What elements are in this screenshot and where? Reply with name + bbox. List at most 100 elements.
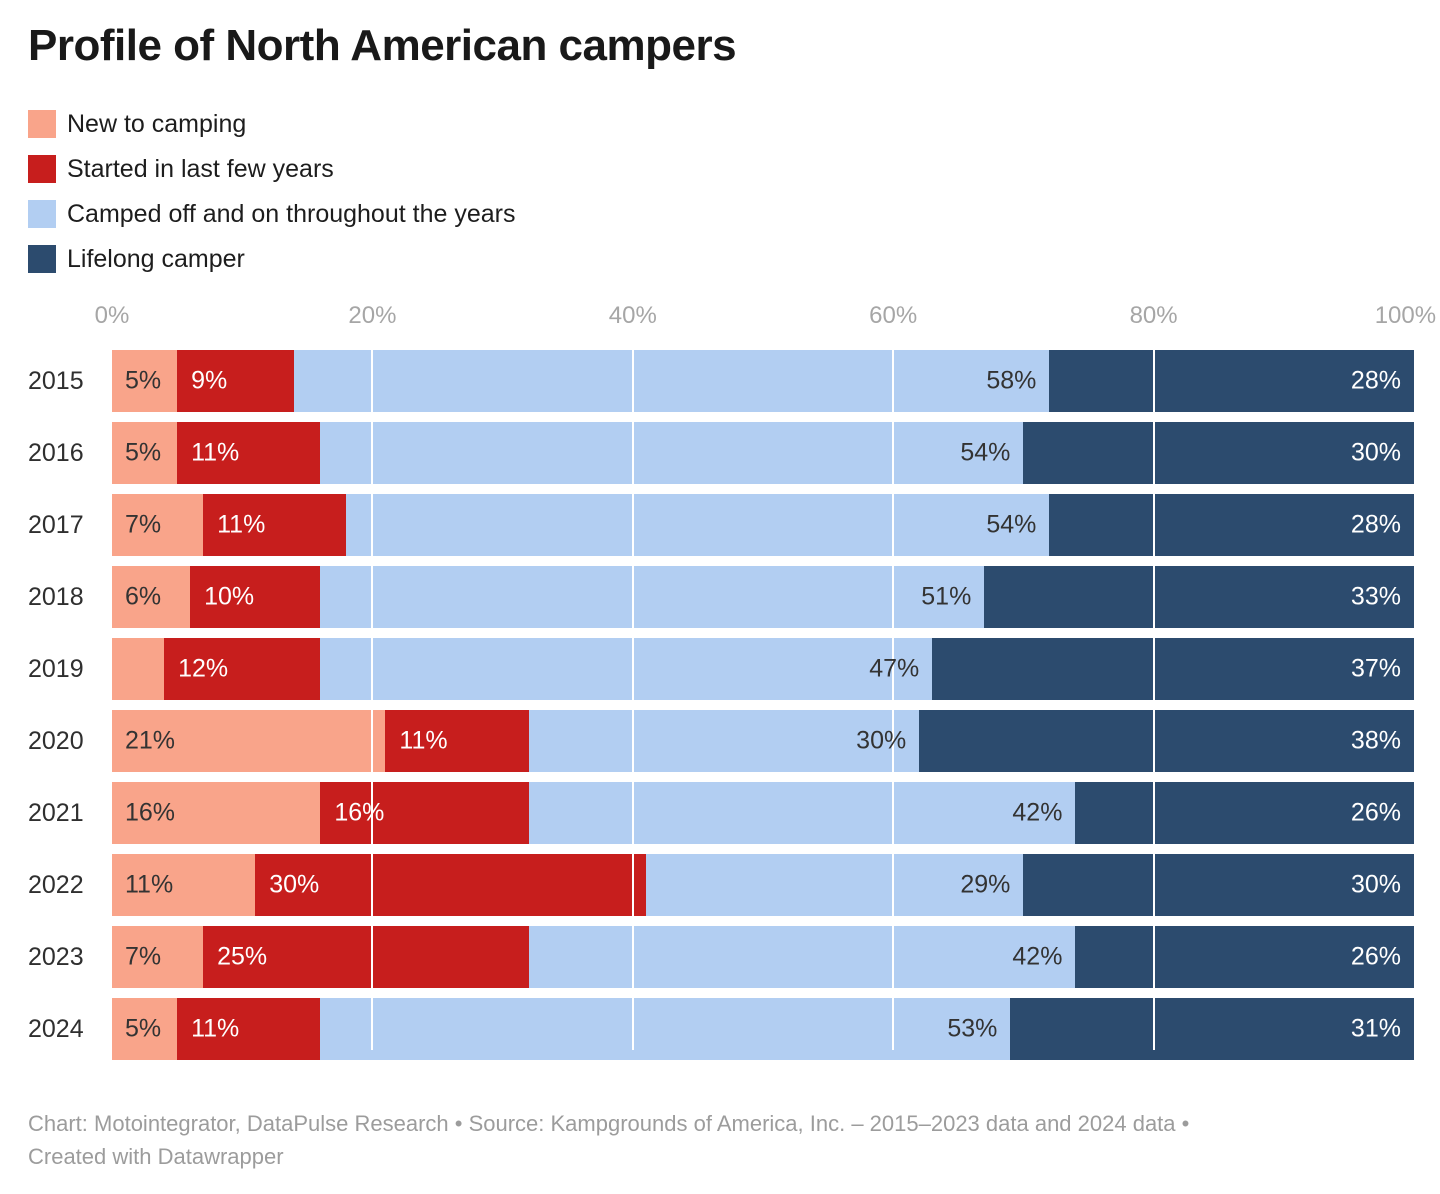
legend-label: Started in last few years (67, 155, 334, 183)
bar-segment: 53% (320, 998, 1011, 1060)
bar-value-label: 30% (856, 726, 907, 755)
chart-row: 2022 11% 30% 29% 30% (28, 854, 1414, 916)
bar-value-label: 38% (1350, 726, 1401, 755)
bar-value-label: 21% (125, 726, 176, 755)
legend-swatch-icon (28, 245, 56, 273)
legend-label: New to camping (67, 110, 247, 138)
bar-segment: 51% (320, 566, 985, 628)
legend-swatch-icon (28, 110, 56, 138)
chart-row: 2023 7% 25% 42% 26% (28, 926, 1414, 988)
stacked-bar: 5% 11% 53% 31% (112, 998, 1414, 1060)
bar-value-label: 54% (986, 510, 1037, 539)
year-label: 2019 (28, 654, 84, 683)
bar-segment: 16% (320, 782, 529, 844)
bar-value-label: 29% (960, 870, 1011, 899)
bar-value-label: 58% (986, 366, 1037, 395)
bar-segment: 11% (177, 998, 321, 1060)
bar-value-label: 37% (1350, 654, 1401, 683)
bar-value-label: 10% (204, 582, 255, 611)
bar-value-label: 42% (1012, 942, 1063, 971)
legend-swatch-icon (28, 200, 56, 228)
bar-segment: 42% (528, 782, 1076, 844)
bar-segment: 42% (528, 926, 1076, 988)
bar-segment: 28% (1049, 494, 1414, 556)
bar-value-label: 9% (191, 366, 228, 395)
footer-note: Chart: Motointegrator, DataPulse Researc… (28, 1107, 1414, 1173)
year-label: 2022 (28, 870, 84, 899)
bar-segment: 5% (112, 998, 178, 1060)
bar-value-label: 12% (178, 654, 229, 683)
bar-value-label: 16% (125, 798, 176, 827)
bar-value-label: 30% (1350, 438, 1401, 467)
bar-segment: 12% (164, 638, 321, 700)
bar-segment (112, 638, 165, 700)
bar-value-label: 11% (191, 1014, 240, 1043)
x-axis-tick-label: 20% (348, 302, 397, 329)
bar-segment: 11% (177, 422, 321, 484)
x-axis-tick-label: 0% (94, 302, 130, 329)
bar-segment: 11% (112, 854, 256, 916)
year-label: 2021 (28, 798, 84, 827)
chart-row: 2021 16% 16% 42% 26% (28, 782, 1414, 844)
stacked-bar: 5% 9% 58% 28% (112, 350, 1414, 412)
bar-segment: 16% (112, 782, 321, 844)
bar-value-label: 5% (125, 366, 162, 395)
stacked-bar: 11% 30% 29% 30% (112, 854, 1414, 916)
legend: New to camping Started in last few years C… (28, 110, 1414, 273)
bar-segment: 54% (346, 494, 1050, 556)
chart-title: Profile of North American campers (28, 21, 737, 70)
bar-segment: 5% (112, 350, 178, 412)
bar-segment: 6% (112, 566, 191, 628)
bar-value-label: 5% (125, 438, 162, 467)
bar-value-label: 26% (1350, 798, 1401, 827)
bar-segment: 37% (932, 638, 1414, 700)
bar-segment: 47% (320, 638, 933, 700)
bar-segment: 30% (255, 854, 646, 916)
bar-value-label: 16% (334, 798, 385, 827)
bar-value-label: 25% (217, 942, 268, 971)
legend-item: Lifelong camper (28, 245, 1414, 273)
x-axis-tick-label: 60% (869, 302, 918, 329)
bar-value-label: 30% (269, 870, 320, 899)
stacked-bar: 7% 11% 54% 28% (112, 494, 1414, 556)
chart-row: 2018 6% 10% 51% 33% (28, 566, 1414, 628)
year-label: 2016 (28, 438, 84, 467)
year-label: 2020 (28, 726, 84, 755)
bar-value-label: 33% (1350, 582, 1401, 611)
x-axis-tick-label: 100% (1374, 302, 1437, 329)
footer-line-1: Chart: Motointegrator, DataPulse Researc… (28, 1111, 1190, 1136)
bar-segment: 38% (919, 710, 1414, 772)
bar-value-label: 11% (399, 726, 448, 755)
bar-segment: 7% (112, 926, 204, 988)
bar-segment: 26% (1075, 926, 1414, 988)
chart-row: 2020 21% 11% 30% 38% (28, 710, 1414, 772)
legend-item: Started in last few years (28, 155, 1414, 183)
stacked-bar: 6% 10% 51% 33% (112, 566, 1414, 628)
year-label: 2018 (28, 582, 84, 611)
legend-item: New to camping (28, 110, 1414, 138)
stacked-bar: 16% 16% 42% 26% (112, 782, 1414, 844)
bar-value-label: 5% (125, 1014, 162, 1043)
bar-value-label: 30% (1350, 870, 1401, 899)
bar-segment: 29% (645, 854, 1024, 916)
bar-segment: 28% (1049, 350, 1414, 412)
bar-value-label: 6% (125, 582, 162, 611)
stacked-bar: 7% 25% 42% 26% (112, 926, 1414, 988)
bar-segment: 26% (1075, 782, 1414, 844)
bar-value-label: 26% (1350, 942, 1401, 971)
bar-value-label: 7% (125, 942, 162, 971)
bar-value-label: 53% (947, 1014, 998, 1043)
bar-segment: 31% (1010, 998, 1414, 1060)
bar-rows: 2015 5% 9% 58% 28% 2016 5% 11% 54% 30% 2017 7% 11% 54… (28, 350, 1414, 1060)
chart-row: 2015 5% 9% 58% 28% (28, 350, 1414, 412)
bar-segment: 30% (528, 710, 920, 772)
bar-segment: 21% (112, 710, 386, 772)
x-axis-tick-label: 80% (1129, 302, 1178, 329)
legend-label: Lifelong camper (67, 245, 245, 273)
bar-value-label: 51% (921, 582, 972, 611)
legend-swatch-icon (28, 155, 56, 183)
bar-value-label: 28% (1350, 366, 1401, 395)
bar-value-label: 54% (960, 438, 1011, 467)
bar-segment: 30% (1023, 854, 1414, 916)
